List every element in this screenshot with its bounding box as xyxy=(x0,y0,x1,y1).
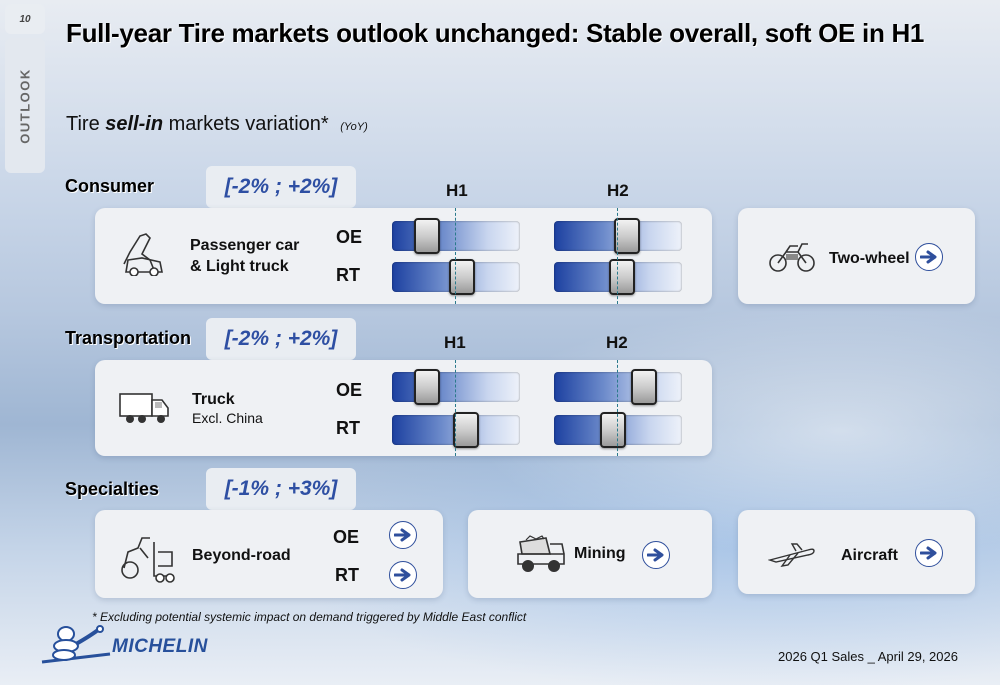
subtitle-italic: sell-in xyxy=(105,113,164,135)
consumer-segment-line2: & Light truck xyxy=(190,258,289,275)
forklift-icon xyxy=(118,528,178,589)
two-wheel-arrow-button[interactable] xyxy=(915,243,943,271)
passenger-car-icon xyxy=(120,230,168,281)
transportation-rt-h2-knob xyxy=(600,412,626,448)
subtitle-prefix: Tire xyxy=(66,113,100,135)
transportation-segment-label: Truck Excl. China xyxy=(192,389,263,426)
arrow-right-icon xyxy=(394,568,411,582)
mining-arrow-button[interactable] xyxy=(642,541,670,569)
transportation-h2-label: H2 xyxy=(606,333,628,352)
subtitle-note: (YoY) xyxy=(340,121,368,133)
beyond-road-oe-label: OE xyxy=(333,527,360,547)
beyond-road-oe-arrow-button[interactable] xyxy=(389,521,417,549)
page-number: 10 xyxy=(5,4,45,34)
mining-card[interactable] xyxy=(468,510,712,598)
aircraft-arrow-button[interactable] xyxy=(915,539,943,567)
transportation-oe-h2-knob xyxy=(631,369,657,405)
transportation-h1-midline xyxy=(455,360,456,456)
consumer-oe-label: OE xyxy=(336,227,363,247)
transportation-segment-line1: Truck xyxy=(192,391,235,408)
mining-label: Mining xyxy=(574,545,626,562)
consumer-h2-midline xyxy=(617,208,618,304)
consumer-rt-h2-bar xyxy=(554,259,682,295)
transportation-rt-h1-knob xyxy=(453,412,479,448)
motorcycle-icon xyxy=(768,238,816,279)
transportation-rt-h2-bar xyxy=(554,412,682,448)
transportation-range-box: [-2% ; +2%] xyxy=(206,318,356,360)
specialties-range-box: [-1% ; +3%] xyxy=(206,468,356,510)
michelin-man-icon xyxy=(40,624,112,669)
arrow-right-icon xyxy=(394,528,411,542)
transportation-oe-label: OE xyxy=(336,380,363,400)
beyond-road-card xyxy=(95,510,443,598)
beyond-road-rt-label: RT xyxy=(335,565,359,585)
arrow-right-icon xyxy=(920,250,937,264)
consumer-segment-label: Passenger car & Light truck xyxy=(190,235,299,277)
two-wheel-label: Two-wheel xyxy=(829,250,910,267)
transportation-h1-label: H1 xyxy=(444,333,466,352)
consumer-oe-h1-bar xyxy=(392,218,520,254)
consumer-rt-h2-knob xyxy=(609,259,635,295)
consumer-h2-label: H2 xyxy=(607,181,629,200)
consumer-segment-line1: Passenger car xyxy=(190,237,300,254)
arrow-right-icon xyxy=(647,548,664,562)
consumer-h1-label: H1 xyxy=(446,181,468,200)
side-tab: OUTLOOK xyxy=(5,38,45,173)
consumer-oe-h2-knob xyxy=(614,218,640,254)
consumer-range-box: [-2% ; +2%] xyxy=(206,166,356,208)
consumer-h1-midline xyxy=(455,208,456,304)
airplane-icon xyxy=(767,540,816,573)
subtitle-suffix: markets variation* xyxy=(168,113,329,135)
consumer-oe-h2-bar xyxy=(554,218,682,254)
aircraft-label: Aircraft xyxy=(841,547,898,564)
transportation-rt-h1-bar xyxy=(392,412,520,448)
specialties-section-label: Specialties xyxy=(65,479,160,499)
consumer-rt-label: RT xyxy=(336,265,360,285)
transportation-oe-h1-knob xyxy=(414,369,440,405)
michelin-logo-text: MICHELIN xyxy=(112,636,208,657)
footnote: * Excluding potential systemic impact on… xyxy=(92,610,527,624)
side-tab-label: OUTLOOK xyxy=(17,67,33,144)
footer-text: 2026 Q1 Sales _ April 29, 2026 xyxy=(778,649,958,664)
transportation-rt-label: RT xyxy=(336,418,360,438)
consumer-oe-h1-knob xyxy=(414,218,440,254)
page-title: Full-year Tire markets outlook unchanged… xyxy=(66,18,925,48)
consumer-rt-h1-knob xyxy=(449,259,475,295)
transportation-segment-line2: Excl. China xyxy=(192,410,263,426)
transportation-oe-h1-bar xyxy=(392,369,520,405)
transportation-h2-midline xyxy=(617,360,618,456)
truck-icon xyxy=(118,388,172,433)
arrow-right-icon xyxy=(920,546,937,560)
beyond-road-label: Beyond-road xyxy=(192,547,291,564)
beyond-road-rt-arrow-button[interactable] xyxy=(389,561,417,589)
mining-truck-icon xyxy=(516,534,568,579)
transportation-section-label: Transportation xyxy=(65,328,192,348)
subtitle: Tire sell-in markets variation* (YoY) xyxy=(66,113,368,136)
consumer-section-label: Consumer xyxy=(65,176,155,196)
transportation-oe-h2-bar xyxy=(554,369,682,405)
consumer-rt-h1-bar xyxy=(392,259,520,295)
